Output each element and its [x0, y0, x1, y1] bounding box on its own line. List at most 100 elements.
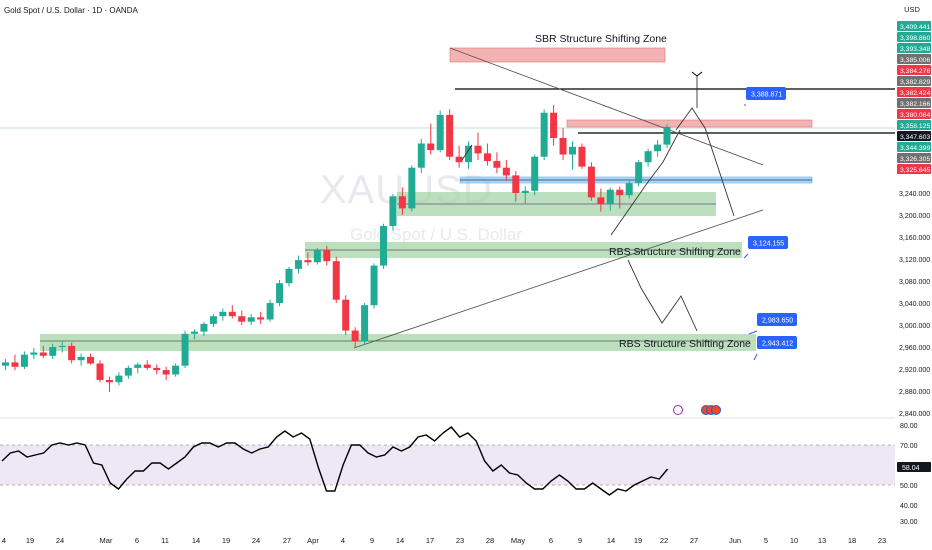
- candle-body: [417, 143, 425, 168]
- candle-body: [266, 303, 274, 320]
- time-tick: 19: [26, 536, 34, 545]
- rbs-zone-lower-label: RBS Structure Shifting Zone: [619, 338, 751, 350]
- candle-body: [228, 311, 236, 317]
- price-tick: 2,880.000: [899, 389, 930, 396]
- time-tick: 28: [486, 536, 494, 545]
- price-callout: [757, 313, 797, 326]
- candle-body: [200, 323, 208, 332]
- callout-pointer: [753, 353, 758, 361]
- projection-down-path: [627, 259, 698, 332]
- rsi-band: [0, 445, 895, 485]
- candle-body: [597, 197, 605, 204]
- candle-body: [569, 146, 576, 155]
- price-badge: [897, 65, 931, 75]
- price-badge: [897, 131, 931, 141]
- price-callout-text: 3,388.871: [751, 92, 782, 99]
- candle-body: [257, 317, 265, 320]
- price-badge-text: 3,347.603: [900, 134, 930, 141]
- price-badge-text: 3,382.829: [900, 79, 930, 86]
- price-badge: [897, 43, 931, 53]
- price-badge: [897, 142, 931, 152]
- price-badge-text: 3,393.348: [900, 46, 930, 53]
- time-tick: 9: [578, 536, 582, 545]
- projection-zigzag-1: [675, 107, 735, 217]
- candle-body: [134, 364, 142, 368]
- price-badge-text: 3,409.441: [900, 24, 930, 31]
- rsi-current-badge: [897, 462, 931, 472]
- callout-pointer: [748, 330, 758, 335]
- price-tick: 2,920.000: [899, 367, 930, 374]
- callout-pointer: [743, 253, 749, 259]
- candle-body: [389, 196, 397, 226]
- candle-body: [540, 112, 548, 157]
- candle-body: [578, 146, 586, 167]
- candle-body: [332, 261, 340, 300]
- time-tick: 18: [848, 536, 856, 545]
- time-tick: 14: [607, 536, 615, 545]
- rsi-tick: 50.00: [900, 483, 918, 490]
- candle-body: [398, 196, 406, 209]
- price-badge-text: 3,344.399: [900, 145, 930, 152]
- candle-body: [351, 330, 359, 342]
- price-callout-text: 3,124.155: [753, 241, 784, 248]
- candle-body: [162, 370, 170, 375]
- candle-body: [172, 365, 180, 375]
- candle-body: [20, 354, 28, 367]
- price-badge: [897, 76, 931, 86]
- ascending-trendline: [353, 209, 764, 349]
- candle-body: [105, 380, 113, 383]
- candle-body: [587, 166, 595, 198]
- candle-body: [39, 352, 47, 356]
- rsi-current-text: 58.04: [902, 465, 920, 472]
- candle-body: [285, 268, 293, 284]
- time-tick: 27: [690, 536, 698, 545]
- candle-body: [446, 114, 454, 157]
- time-tick: 24: [56, 536, 64, 545]
- candle-body: [427, 143, 435, 151]
- candle-body: [153, 367, 161, 371]
- candle-body: [616, 189, 624, 196]
- rbs-zone-upper-label: RBS Structure Shifting Zone: [609, 246, 741, 258]
- candle-body: [323, 250, 331, 262]
- candle-body: [474, 145, 482, 154]
- price-badge-text: 3,382.424: [900, 90, 930, 97]
- price-badge-text: 3,398.860: [900, 35, 930, 42]
- price-tick: 2,840.000: [899, 411, 930, 418]
- zone-rbs-lower: [40, 334, 756, 351]
- symbol-header: Gold Spot / U.S. Dollar · 1D · OANDA: [4, 6, 138, 15]
- candle-body: [68, 345, 76, 361]
- rsi-tick: 70.00: [900, 443, 918, 450]
- candle-body: [294, 260, 302, 269]
- candle-body: [635, 162, 643, 184]
- candle-body: [550, 112, 558, 138]
- candle-body: [96, 363, 104, 380]
- price-tick: 3,160.000: [899, 235, 930, 242]
- time-tick: Jun: [729, 536, 741, 545]
- annotation-labels: SBR Structure Shifting Zone RBS Structure…: [535, 33, 797, 415]
- candle-body: [181, 333, 189, 366]
- candle-body: [521, 190, 529, 193]
- candle-body: [219, 311, 227, 317]
- candle-body: [247, 317, 255, 322]
- candle-body: [49, 347, 57, 356]
- time-tick: 11: [161, 536, 169, 545]
- time-tick: 23: [878, 536, 886, 545]
- price-tick: 3,200.000: [899, 213, 930, 220]
- candle-body: [606, 189, 614, 204]
- price-callout-text: 2,983.650: [762, 318, 793, 325]
- time-tick: Apr: [307, 536, 319, 545]
- time-tick: 27: [283, 536, 291, 545]
- rsi-tick: 40.00: [900, 503, 918, 510]
- price-callout: [748, 236, 788, 249]
- time-tick: 19: [222, 536, 230, 545]
- time-tick: Mar: [100, 536, 113, 545]
- price-badge-text: 3,326.305: [900, 156, 930, 163]
- time-tick: 24: [252, 536, 260, 545]
- candle-body: [304, 260, 312, 263]
- candle-body: [436, 114, 444, 151]
- time-tick: 9: [370, 536, 374, 545]
- time-tick: 22: [660, 536, 668, 545]
- candle-body: [455, 156, 463, 163]
